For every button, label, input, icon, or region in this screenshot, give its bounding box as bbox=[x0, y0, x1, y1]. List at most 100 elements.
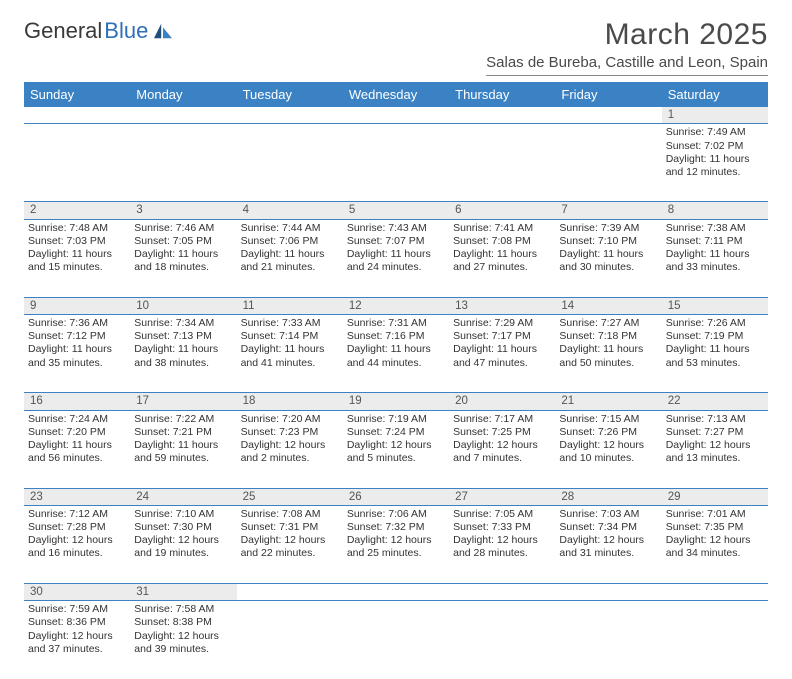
day-number bbox=[449, 583, 555, 600]
day-number: 5 bbox=[343, 202, 449, 219]
sunset-line: Sunset: 7:12 PM bbox=[28, 330, 126, 343]
sail-icon bbox=[152, 22, 174, 40]
sunrise-line: Sunrise: 7:08 AM bbox=[241, 508, 339, 521]
daylight-line-2: and 28 minutes. bbox=[453, 547, 551, 560]
sunrise-line: Sunrise: 7:17 AM bbox=[453, 413, 551, 426]
sunset-line: Sunset: 7:06 PM bbox=[241, 235, 339, 248]
day-cell: Sunrise: 7:36 AMSunset: 7:12 PMDaylight:… bbox=[24, 315, 130, 393]
day-number bbox=[343, 107, 449, 124]
week-row: Sunrise: 7:36 AMSunset: 7:12 PMDaylight:… bbox=[24, 315, 768, 393]
day-cell bbox=[449, 601, 555, 679]
daylight-line-2: and 16 minutes. bbox=[28, 547, 126, 560]
day-number: 31 bbox=[130, 583, 236, 600]
sunset-line: Sunset: 7:28 PM bbox=[28, 521, 126, 534]
title-block: March 2025 Salas de Bureba, Castille and… bbox=[486, 18, 768, 76]
daylight-line-2: and 31 minutes. bbox=[559, 547, 657, 560]
sunrise-line: Sunrise: 7:44 AM bbox=[241, 222, 339, 235]
day-cell bbox=[130, 124, 236, 202]
sunrise-line: Sunrise: 7:36 AM bbox=[28, 317, 126, 330]
day-cell bbox=[24, 124, 130, 202]
daynum-row: 1 bbox=[24, 107, 768, 124]
sunset-line: Sunset: 7:14 PM bbox=[241, 330, 339, 343]
day-number: 28 bbox=[555, 488, 661, 505]
daylight-line-2: and 30 minutes. bbox=[559, 261, 657, 274]
day-number: 10 bbox=[130, 297, 236, 314]
day-number: 29 bbox=[662, 488, 768, 505]
day-number bbox=[237, 107, 343, 124]
day-cell: Sunrise: 7:31 AMSunset: 7:16 PMDaylight:… bbox=[343, 315, 449, 393]
day-number: 14 bbox=[555, 297, 661, 314]
brand-logo: GeneralBlue bbox=[24, 18, 174, 44]
sunrise-line: Sunrise: 7:49 AM bbox=[666, 126, 764, 139]
daylight-line-1: Daylight: 11 hours bbox=[453, 343, 551, 356]
day-cell: Sunrise: 7:44 AMSunset: 7:06 PMDaylight:… bbox=[237, 219, 343, 297]
sunrise-line: Sunrise: 7:24 AM bbox=[28, 413, 126, 426]
daylight-line-1: Daylight: 12 hours bbox=[241, 439, 339, 452]
day-number: 2 bbox=[24, 202, 130, 219]
sunrise-line: Sunrise: 7:15 AM bbox=[559, 413, 657, 426]
daylight-line-1: Daylight: 11 hours bbox=[28, 343, 126, 356]
sunrise-line: Sunrise: 7:43 AM bbox=[347, 222, 445, 235]
day-cell: Sunrise: 7:17 AMSunset: 7:25 PMDaylight:… bbox=[449, 410, 555, 488]
daylight-line-2: and 59 minutes. bbox=[134, 452, 232, 465]
daylight-line-1: Daylight: 11 hours bbox=[666, 153, 764, 166]
daynum-row: 3031 bbox=[24, 583, 768, 600]
sunset-line: Sunset: 7:23 PM bbox=[241, 426, 339, 439]
day-cell: Sunrise: 7:10 AMSunset: 7:30 PMDaylight:… bbox=[130, 505, 236, 583]
daylight-line-2: and 22 minutes. bbox=[241, 547, 339, 560]
day-number: 17 bbox=[130, 393, 236, 410]
sunset-line: Sunset: 7:11 PM bbox=[666, 235, 764, 248]
day-cell: Sunrise: 7:58 AMSunset: 8:38 PMDaylight:… bbox=[130, 601, 236, 679]
day-cell: Sunrise: 7:15 AMSunset: 7:26 PMDaylight:… bbox=[555, 410, 661, 488]
day-number bbox=[662, 583, 768, 600]
day-number: 11 bbox=[237, 297, 343, 314]
daylight-line-1: Daylight: 11 hours bbox=[241, 343, 339, 356]
sunset-line: Sunset: 7:32 PM bbox=[347, 521, 445, 534]
daylight-line-1: Daylight: 12 hours bbox=[666, 534, 764, 547]
week-row: Sunrise: 7:59 AMSunset: 8:36 PMDaylight:… bbox=[24, 601, 768, 679]
day-number: 20 bbox=[449, 393, 555, 410]
sunset-line: Sunset: 7:21 PM bbox=[134, 426, 232, 439]
day-cell: Sunrise: 7:06 AMSunset: 7:32 PMDaylight:… bbox=[343, 505, 449, 583]
day-cell: Sunrise: 7:27 AMSunset: 7:18 PMDaylight:… bbox=[555, 315, 661, 393]
daylight-line-2: and 34 minutes. bbox=[666, 547, 764, 560]
day-number: 22 bbox=[662, 393, 768, 410]
calendar-body: 1Sunrise: 7:49 AMSunset: 7:02 PMDaylight… bbox=[24, 107, 768, 679]
day-cell: Sunrise: 7:48 AMSunset: 7:03 PMDaylight:… bbox=[24, 219, 130, 297]
day-number: 12 bbox=[343, 297, 449, 314]
daylight-line-1: Daylight: 12 hours bbox=[347, 534, 445, 547]
daylight-line-1: Daylight: 11 hours bbox=[134, 248, 232, 261]
sunset-line: Sunset: 7:33 PM bbox=[453, 521, 551, 534]
sunrise-line: Sunrise: 7:19 AM bbox=[347, 413, 445, 426]
day-cell bbox=[662, 601, 768, 679]
day-cell: Sunrise: 7:24 AMSunset: 7:20 PMDaylight:… bbox=[24, 410, 130, 488]
daylight-line-2: and 56 minutes. bbox=[28, 452, 126, 465]
day-number: 13 bbox=[449, 297, 555, 314]
daylight-line-1: Daylight: 11 hours bbox=[453, 248, 551, 261]
daylight-line-1: Daylight: 12 hours bbox=[134, 630, 232, 643]
daylight-line-2: and 27 minutes. bbox=[453, 261, 551, 274]
sunset-line: Sunset: 7:07 PM bbox=[347, 235, 445, 248]
day-cell bbox=[343, 124, 449, 202]
day-number bbox=[449, 107, 555, 124]
sunset-line: Sunset: 7:17 PM bbox=[453, 330, 551, 343]
sunset-line: Sunset: 7:35 PM bbox=[666, 521, 764, 534]
day-number: 30 bbox=[24, 583, 130, 600]
day-number bbox=[237, 583, 343, 600]
col-friday: Friday bbox=[555, 82, 661, 107]
sunrise-line: Sunrise: 7:29 AM bbox=[453, 317, 551, 330]
sunset-line: Sunset: 7:26 PM bbox=[559, 426, 657, 439]
page-title: March 2025 bbox=[486, 18, 768, 52]
day-cell bbox=[237, 601, 343, 679]
week-row: Sunrise: 7:24 AMSunset: 7:20 PMDaylight:… bbox=[24, 410, 768, 488]
day-cell: Sunrise: 7:08 AMSunset: 7:31 PMDaylight:… bbox=[237, 505, 343, 583]
day-number bbox=[24, 107, 130, 124]
day-cell: Sunrise: 7:38 AMSunset: 7:11 PMDaylight:… bbox=[662, 219, 768, 297]
sunset-line: Sunset: 8:38 PM bbox=[134, 616, 232, 629]
daylight-line-2: and 47 minutes. bbox=[453, 357, 551, 370]
daylight-line-1: Daylight: 12 hours bbox=[666, 439, 764, 452]
sunset-line: Sunset: 7:24 PM bbox=[347, 426, 445, 439]
sunrise-line: Sunrise: 7:48 AM bbox=[28, 222, 126, 235]
week-row: Sunrise: 7:48 AMSunset: 7:03 PMDaylight:… bbox=[24, 219, 768, 297]
sunset-line: Sunset: 7:18 PM bbox=[559, 330, 657, 343]
